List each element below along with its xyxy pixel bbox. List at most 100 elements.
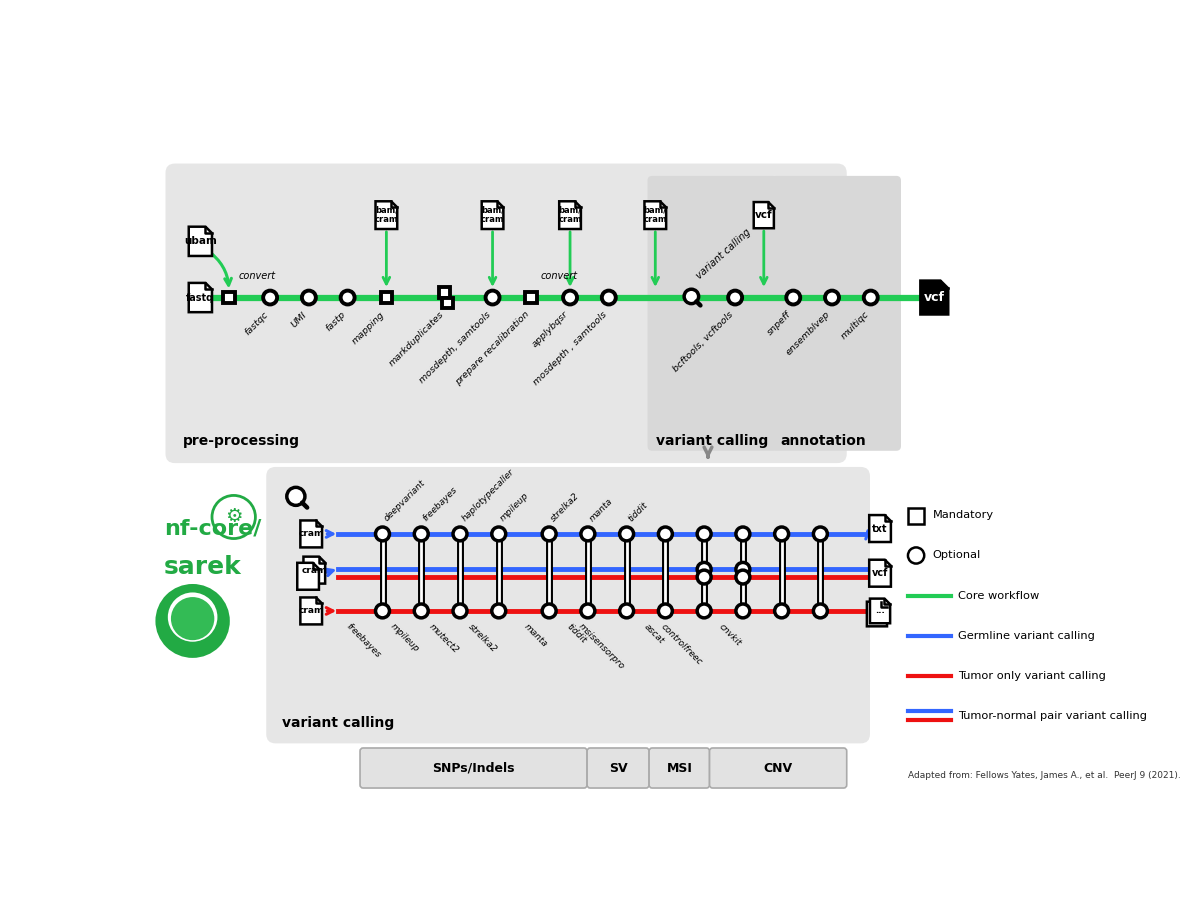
Text: freebayes: freebayes [421,485,460,523]
Text: nf-core/: nf-core/ [164,519,262,539]
Text: mapping: mapping [350,310,386,346]
Text: fastqc: fastqc [244,310,270,337]
Text: Optional: Optional [932,551,982,560]
Text: SV: SV [608,761,628,775]
Polygon shape [559,201,581,229]
Circle shape [376,604,390,618]
Circle shape [697,527,712,541]
Text: cnvkit: cnvkit [718,622,743,648]
Text: cram: cram [299,606,324,615]
Text: sarek: sarek [164,555,241,579]
Circle shape [486,291,499,305]
Polygon shape [870,598,890,623]
Circle shape [492,604,505,618]
FancyBboxPatch shape [587,748,649,788]
Circle shape [684,289,698,304]
Circle shape [542,527,556,541]
Text: variant calling: variant calling [282,715,394,730]
Circle shape [697,570,712,584]
Polygon shape [481,201,504,229]
Text: convert: convert [239,270,276,280]
Text: MSI: MSI [666,761,692,775]
Text: controlfreec: controlfreec [659,622,704,667]
Text: deepvariant: deepvariant [383,478,427,523]
Circle shape [414,527,428,541]
Text: prepare recalibration: prepare recalibration [454,310,532,387]
Text: msisensorpro: msisensorpro [577,622,626,671]
FancyBboxPatch shape [526,292,538,304]
Circle shape [697,604,712,618]
Circle shape [581,527,595,541]
Text: Mandatory: Mandatory [932,511,994,521]
Polygon shape [300,521,322,548]
Text: fastp: fastp [324,310,348,333]
Text: cram: cram [299,530,324,539]
FancyBboxPatch shape [360,748,587,788]
Text: manta: manta [522,622,550,649]
Text: manta: manta [588,496,614,523]
Circle shape [864,291,877,305]
Text: variant calling: variant calling [694,226,752,280]
Circle shape [908,548,924,563]
Text: mpileup: mpileup [389,622,421,654]
Text: cram: cram [301,566,326,575]
Polygon shape [920,280,948,314]
FancyBboxPatch shape [380,292,392,304]
Text: UMI: UMI [289,310,308,329]
Circle shape [736,527,750,541]
Circle shape [736,604,750,618]
Circle shape [659,527,672,541]
Circle shape [492,527,505,541]
Circle shape [563,291,577,305]
Text: SNPs/Indels: SNPs/Indels [432,761,515,775]
Text: mutect2: mutect2 [427,622,460,655]
Text: mpileup: mpileup [499,491,530,523]
Text: ascat: ascat [642,622,665,645]
Text: convert: convert [541,270,577,280]
Circle shape [736,562,750,577]
Circle shape [168,593,217,642]
Text: CNV: CNV [763,761,793,775]
Text: Germline variant calling: Germline variant calling [959,631,1096,641]
Text: strelka2: strelka2 [550,491,581,523]
FancyBboxPatch shape [166,164,847,463]
Text: Tumor-normal pair variant calling: Tumor-normal pair variant calling [959,711,1147,721]
FancyBboxPatch shape [772,176,901,450]
Circle shape [414,604,428,618]
Text: markduplicates: markduplicates [388,310,446,369]
FancyBboxPatch shape [439,287,450,297]
Text: mosdepth , samtools: mosdepth , samtools [532,310,608,387]
Circle shape [287,487,305,505]
Text: haplotypecaller: haplotypecaller [460,468,516,523]
Text: snpeff: snpeff [766,310,793,337]
FancyBboxPatch shape [442,297,454,308]
Circle shape [826,291,839,305]
Text: fastq: fastq [186,293,215,303]
Circle shape [697,562,712,577]
Text: bcftools, vcftools: bcftools, vcftools [671,310,736,374]
Polygon shape [644,201,666,229]
Text: tiddit: tiddit [626,500,649,523]
Polygon shape [298,563,319,590]
Polygon shape [376,201,397,229]
Text: variant calling: variant calling [656,433,768,448]
FancyBboxPatch shape [649,748,709,788]
Text: Adapted from: Fellows Yates, James A., et al.  PeerJ 9 (2021).: Adapted from: Fellows Yates, James A., e… [908,771,1181,780]
Text: tiddit: tiddit [565,622,588,645]
Polygon shape [869,560,890,587]
Circle shape [302,291,316,305]
Text: ensemblvep: ensemblvep [785,310,832,358]
Circle shape [619,527,634,541]
Circle shape [775,604,788,618]
Text: bam/
cram: bam/ cram [374,205,398,224]
Text: vcf: vcf [924,291,944,304]
Text: freebayes: freebayes [344,622,383,660]
Text: ubam: ubam [184,236,217,246]
Text: ⚙: ⚙ [224,507,242,526]
Text: txt: txt [872,523,888,533]
FancyBboxPatch shape [908,508,924,523]
Circle shape [602,291,616,305]
Text: mosdepth, samtools: mosdepth, samtools [418,310,492,385]
Text: bam/
cram: bam/ cram [558,205,582,224]
Circle shape [454,604,467,618]
